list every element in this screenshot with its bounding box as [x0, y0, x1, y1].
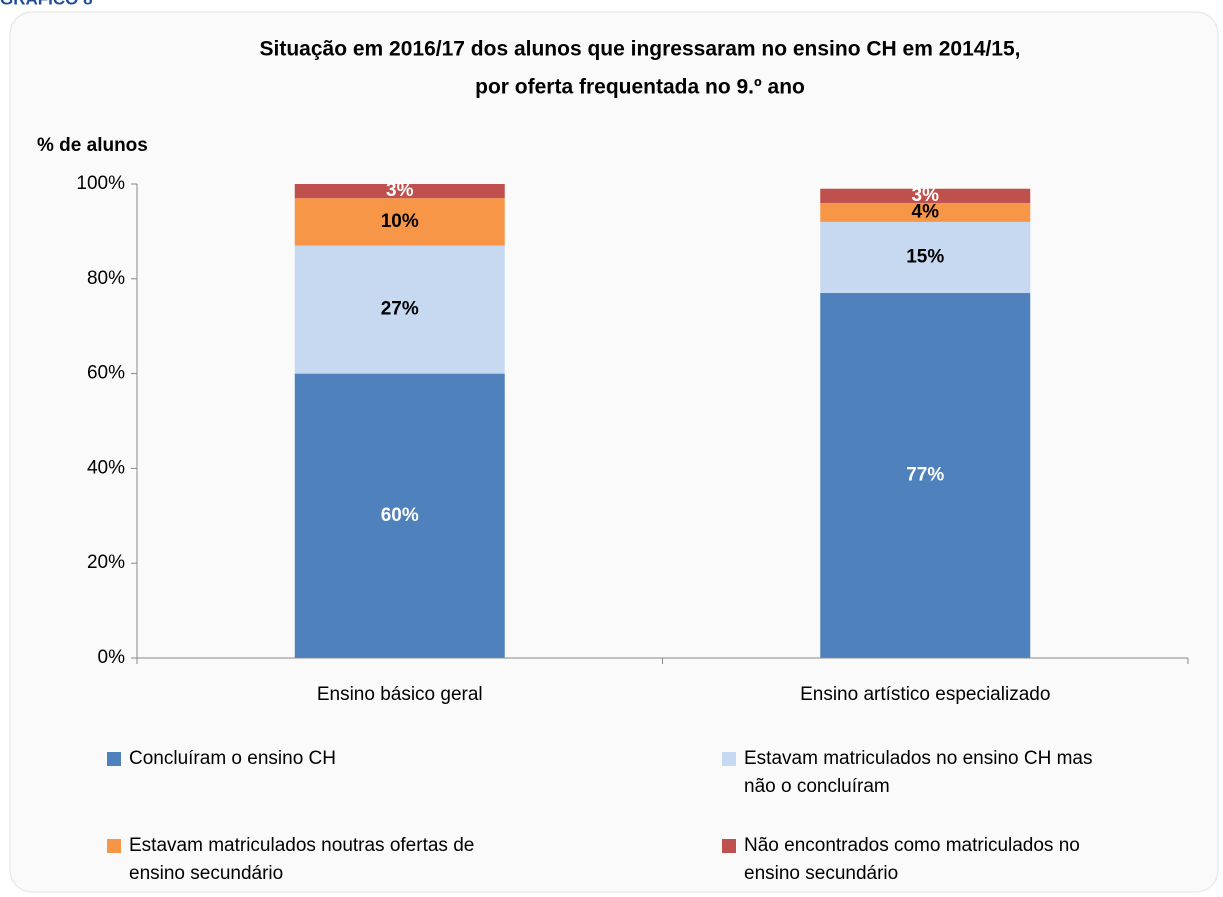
bar-segment [820, 188, 1031, 203]
header: GRÁFICO 8 [0, 0, 93, 8]
data-label: 60% [381, 505, 419, 526]
legend-item: Não encontrados como matriculados no ens… [722, 832, 1122, 888]
data-label: 3% [912, 185, 940, 206]
legend-item: Estavam matriculados noutras ofertas de … [107, 832, 507, 888]
chart-title: Situação em 2016/17 dos alunos que ingre… [260, 38, 1021, 61]
data-label: 4% [912, 201, 940, 222]
legend-swatch [107, 752, 121, 766]
legend-item: Concluíram o ensino CH [107, 745, 507, 773]
data-label: 77% [906, 465, 944, 486]
y-tick-label: 40% [87, 457, 125, 478]
x-tick-label: Ensino artístico especializado [800, 684, 1050, 705]
x-tick-label: Ensino básico geral [317, 684, 483, 705]
legend-label: Estavam matriculados noutras ofertas de … [129, 835, 475, 884]
legend-swatch [107, 839, 121, 853]
bar-segment [820, 293, 1031, 658]
data-label: 3% [386, 180, 414, 201]
legend-label: Concluíram o ensino CH [129, 748, 336, 769]
y-tick-label: 100% [76, 173, 125, 194]
legend-item: Estavam matriculados no ensino CH mas nã… [722, 745, 1122, 801]
bar-segment [294, 184, 505, 199]
legend-swatch [722, 752, 736, 766]
bar-segment [294, 198, 505, 246]
y-tick-label: 0% [98, 647, 126, 668]
y-axis-label: % de alunos [37, 135, 148, 156]
legend-swatch [722, 839, 736, 853]
data-label: 15% [906, 246, 944, 267]
chart-title: por oferta frequentada no 9.º ano [475, 76, 805, 99]
y-tick-label: 80% [87, 268, 125, 289]
legend-label: Estavam matriculados no ensino CH mas nã… [744, 748, 1093, 797]
data-label: 27% [381, 299, 419, 320]
bar-segment [820, 221, 1031, 294]
y-tick-label: 20% [87, 552, 125, 573]
y-tick-label: 60% [87, 363, 125, 384]
bar-segment [820, 202, 1031, 222]
data-label: 10% [381, 211, 419, 232]
bar-segment [294, 245, 505, 374]
bar-segment [294, 373, 505, 658]
legend-label: Não encontrados como matriculados no ens… [744, 835, 1080, 884]
